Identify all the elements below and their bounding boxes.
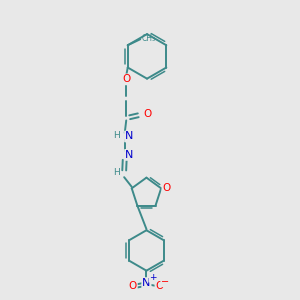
- Text: O: O: [162, 183, 171, 193]
- Text: −: −: [160, 277, 169, 287]
- Text: O: O: [122, 74, 130, 84]
- Text: N: N: [142, 278, 151, 288]
- Text: +: +: [148, 273, 156, 282]
- Text: H: H: [113, 131, 120, 140]
- Text: O: O: [129, 281, 137, 291]
- Text: N: N: [125, 150, 134, 160]
- Text: H: H: [113, 168, 119, 177]
- Text: CH₃: CH₃: [142, 34, 156, 43]
- Text: N: N: [125, 131, 134, 142]
- Text: O: O: [155, 281, 164, 291]
- Text: O: O: [143, 110, 151, 119]
